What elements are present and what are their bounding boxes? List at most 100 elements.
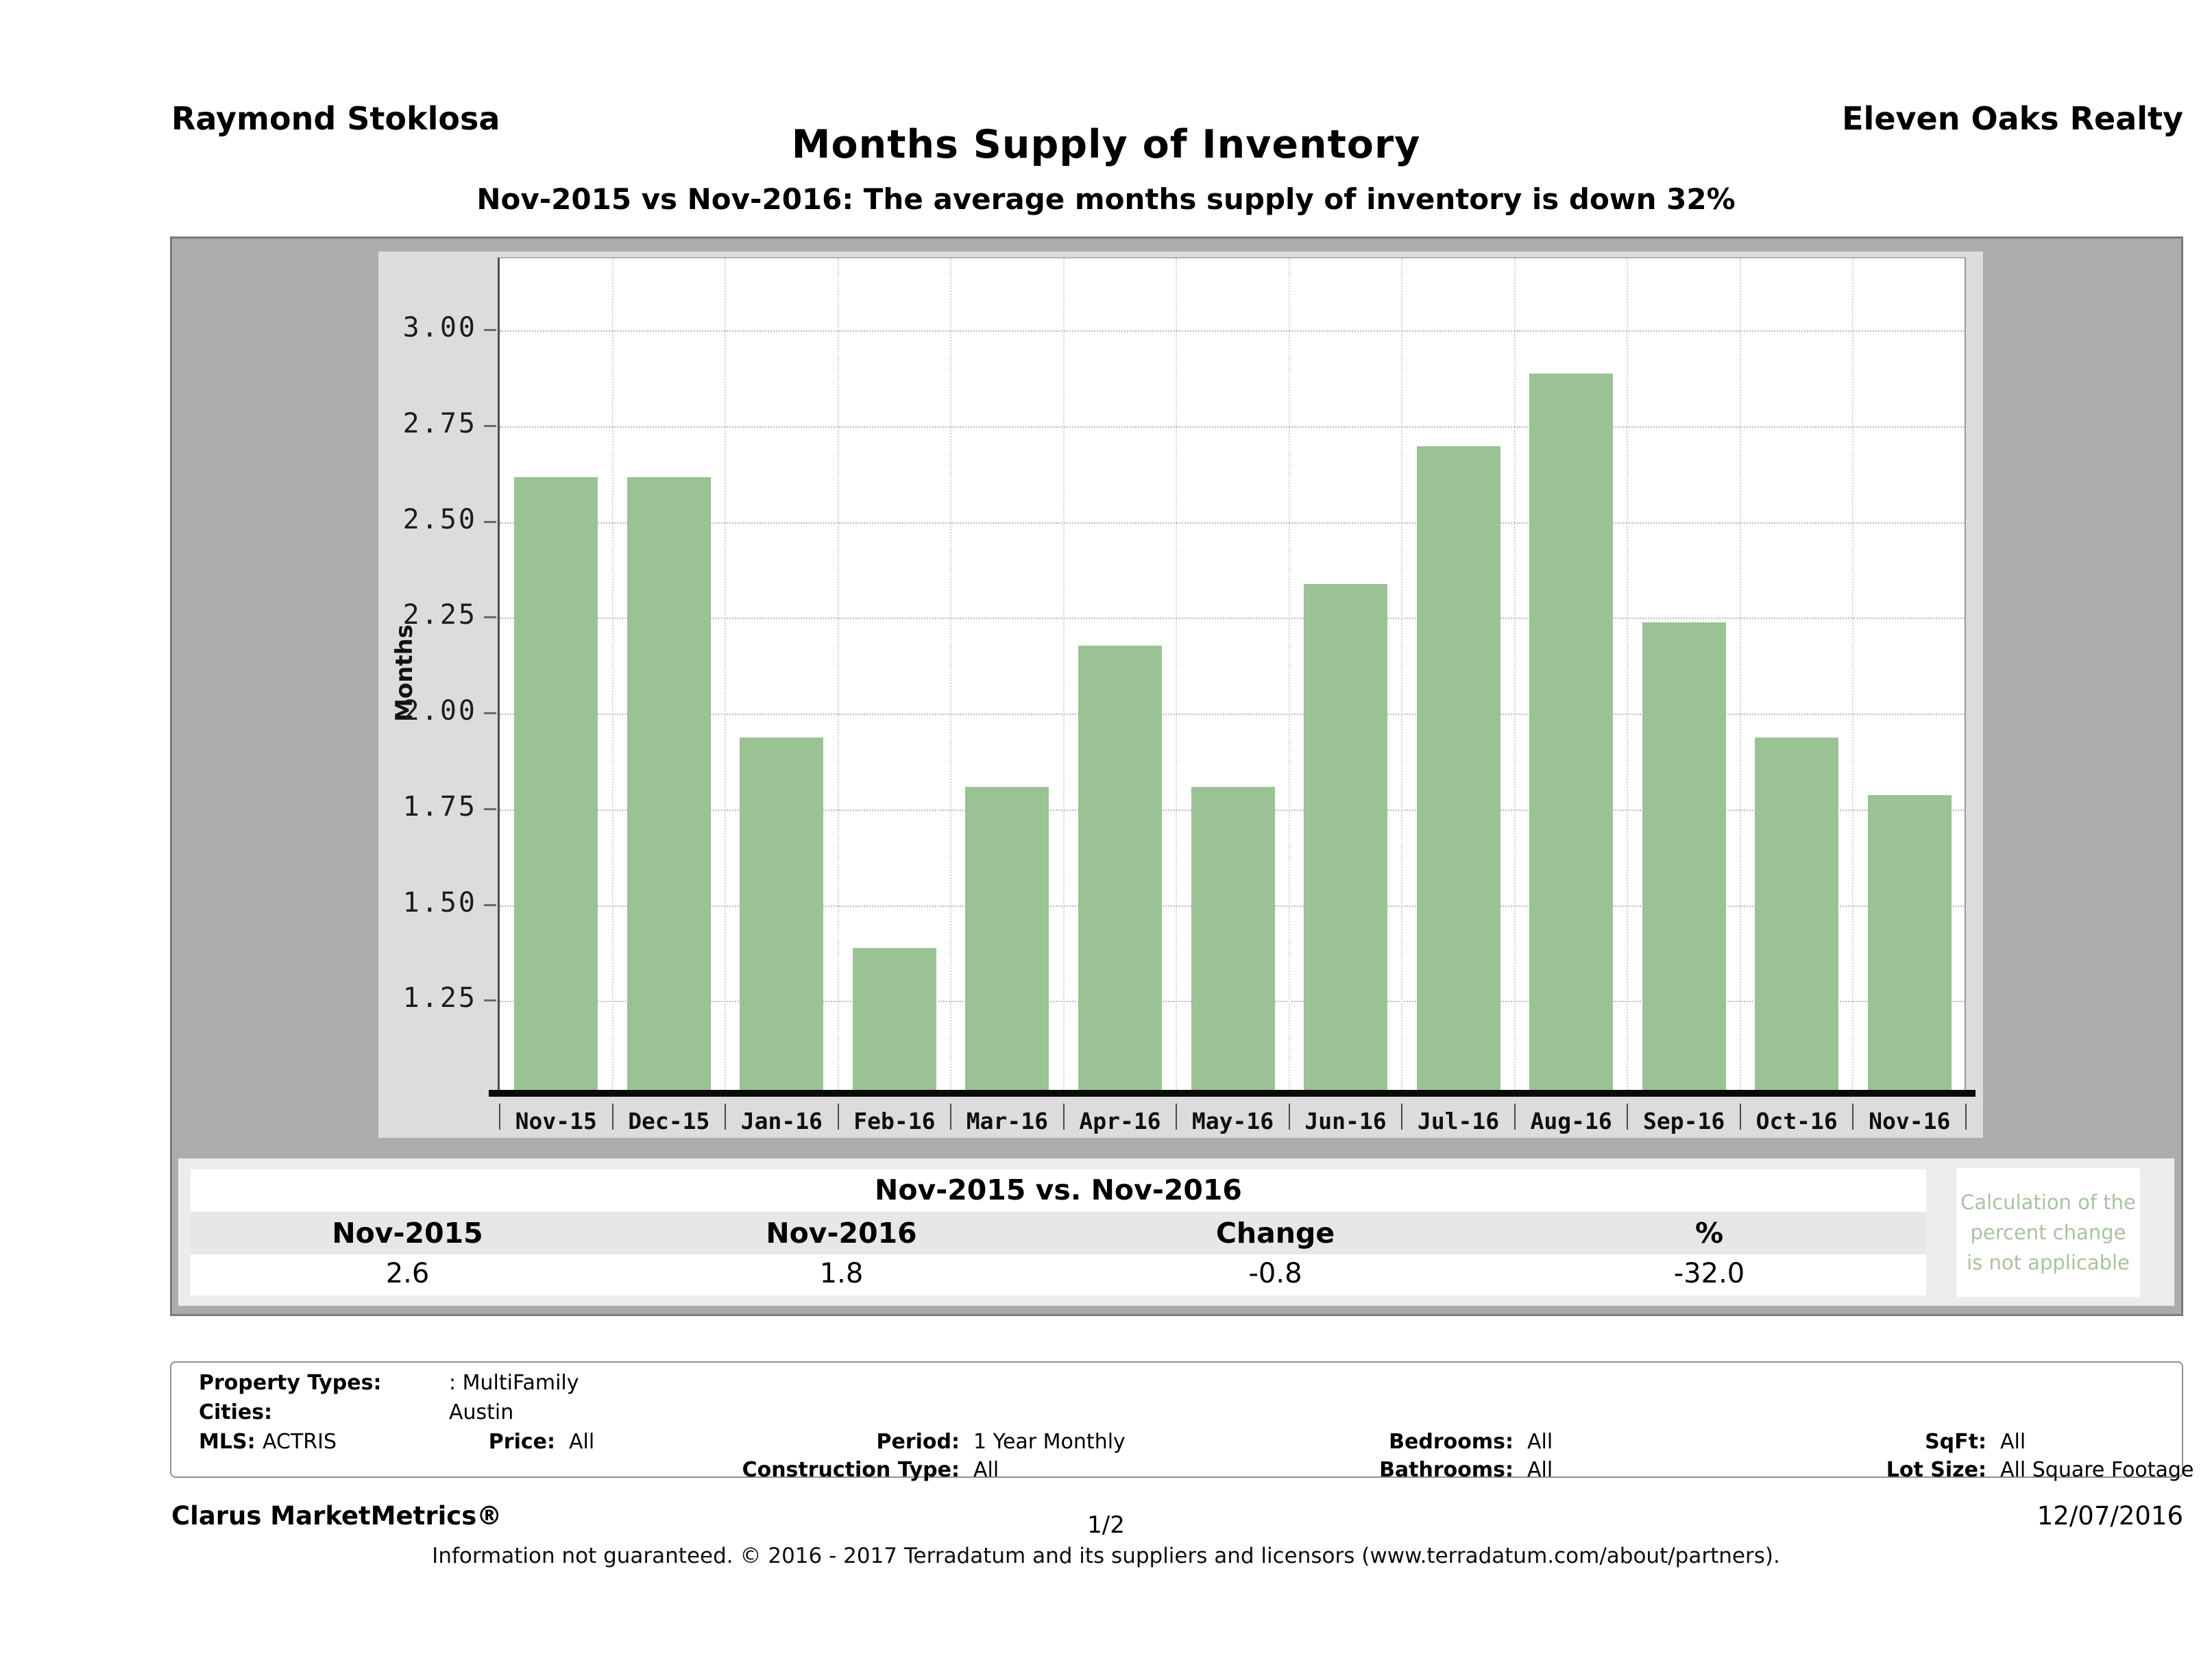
criteria-value: ACTRIS <box>263 1430 337 1454</box>
bar-Aug-16 <box>1529 373 1614 1090</box>
bar-Jan-16 <box>740 737 824 1090</box>
note-line: percent change <box>1970 1221 2126 1244</box>
x-tick-label: Jul-16 <box>1417 1108 1500 1134</box>
y-tick-mark <box>484 329 496 332</box>
criteria-label: SqFt: <box>1925 1430 1986 1454</box>
y-tick-label: 2.75 <box>402 407 477 439</box>
x-tick-label: Dec-15 <box>628 1108 710 1134</box>
note-line: Calculation of the <box>1960 1191 2136 1214</box>
x-tick-mark <box>1627 1104 1629 1130</box>
report-date: 12/07/2016 <box>2037 1501 2183 1531</box>
page-number: 1/2 <box>1087 1511 1125 1539</box>
bar-Jun-16 <box>1304 584 1388 1090</box>
page-title: Months Supply of Inventory <box>791 122 1421 167</box>
x-tick-label: Jan-16 <box>740 1108 823 1134</box>
comparison-value-row: 2.6 1.8 -0.8 -32.0 <box>191 1254 1926 1296</box>
gridline-v <box>1176 258 1178 1090</box>
bar-Nov-15 <box>514 476 598 1090</box>
x-tick-mark <box>1739 1104 1741 1130</box>
agent-name: Raymond Stoklosa <box>171 100 500 137</box>
criteria-label: Construction Type: <box>742 1458 960 1482</box>
bar-Mar-16 <box>965 787 1049 1090</box>
x-tick-label: Nov-16 <box>1869 1108 1951 1134</box>
gridline-v <box>1288 258 1290 1090</box>
disclaimer-text: Information not guaranteed. © 2016 - 201… <box>432 1544 1780 1568</box>
percent-change-note: Calculation of the percent change is not a… <box>1956 1168 2140 1297</box>
gridline-h <box>500 522 1965 524</box>
comparison-header-row: Nov-2015 Nov-2016 Change% <box>191 1212 1926 1254</box>
bar-May-16 <box>1191 787 1275 1090</box>
x-tick-mark <box>1176 1104 1178 1130</box>
x-axis-baseline <box>489 1090 1976 1097</box>
x-tick-label: Sep-16 <box>1643 1108 1725 1134</box>
y-tick-label: 2.50 <box>402 503 477 535</box>
x-tick-label: Oct-16 <box>1755 1108 1838 1134</box>
page-subtitle: Nov-2015 vs Nov-2016: The average months… <box>476 182 1736 216</box>
bar-Nov-16 <box>1867 794 1952 1090</box>
comparison-value: 2.6 <box>385 1258 430 1289</box>
gridline-v <box>950 258 952 1090</box>
gridline-h <box>500 330 1965 332</box>
gridline-h <box>500 618 1965 620</box>
x-tick-mark <box>1288 1104 1290 1130</box>
criteria-value: All <box>2000 1430 2026 1454</box>
y-tick-label: 2.00 <box>402 695 477 727</box>
comparison-table: Nov-2015 vs. Nov-2016 Nov-2015 Nov-2016 Ch… <box>191 1169 1926 1296</box>
gridline-v <box>611 258 613 1090</box>
x-tick-label: Mar-16 <box>966 1108 1049 1134</box>
gridline-h <box>500 426 1965 428</box>
x-tick-label: May-16 <box>1191 1108 1274 1134</box>
gridline-h <box>500 714 1965 716</box>
gridline-v <box>1062 258 1065 1090</box>
y-tick-mark <box>484 424 496 427</box>
gridline-v <box>1401 258 1403 1090</box>
chart-panel: Months 3.00 2.75 2.50 2.25 2.00 1.75 1.50 1.25 N… <box>378 252 1983 1138</box>
comparison-column-header: % <box>1694 1217 1724 1250</box>
criteria-value: 1 Year Monthly <box>973 1430 1126 1454</box>
gridline-v <box>1514 258 1516 1090</box>
criteria-label: Price: <box>488 1430 555 1454</box>
y-tick-mark <box>484 616 496 619</box>
bar-Feb-16 <box>852 948 936 1090</box>
chart-container: Months 3.00 2.75 2.50 2.25 2.00 1.75 1.50 1.25 N… <box>170 236 2183 1316</box>
y-tick-mark <box>484 520 496 523</box>
criteria-value: All <box>1527 1430 1553 1454</box>
y-tick-label: 1.75 <box>402 790 477 823</box>
comparison-value: -32.0 <box>1673 1258 1745 1289</box>
criteria-value: All <box>569 1430 595 1454</box>
note-line: is not applicable <box>1967 1251 2130 1274</box>
gridline-v <box>837 258 839 1090</box>
bar-Jul-16 <box>1416 446 1500 1090</box>
x-tick-mark <box>837 1104 839 1130</box>
x-tick-mark <box>499 1104 500 1130</box>
criteria-value: All Square Footage <box>2000 1458 2194 1482</box>
brand-name: Clarus MarketMetrics® <box>171 1501 502 1531</box>
criteria-label: Cities: <box>199 1400 273 1424</box>
gridline-v <box>725 258 727 1090</box>
x-tick-mark <box>725 1104 727 1130</box>
criteria-label: Period: <box>876 1430 960 1454</box>
gridline-v <box>1852 258 1854 1090</box>
x-tick-mark <box>1062 1104 1065 1130</box>
criteria-label: Bathrooms: <box>1379 1458 1514 1482</box>
comparison-value: -0.8 <box>1248 1258 1302 1289</box>
y-tick-mark <box>484 903 496 906</box>
company-name: Eleven Oaks Realty <box>1842 100 2183 137</box>
x-tick-label: Nov-15 <box>515 1108 597 1134</box>
y-tick-label: 1.25 <box>402 982 477 1014</box>
bar-Sep-16 <box>1642 622 1726 1090</box>
comparison-column-header: Nov-2015 <box>332 1217 483 1250</box>
criteria-label: Lot Size: <box>1886 1458 1986 1482</box>
y-tick-label: 1.50 <box>402 886 477 919</box>
x-tick-label: Apr-16 <box>1079 1108 1161 1134</box>
criteria-value: All <box>1527 1458 1553 1482</box>
comparison-column-header: Change <box>1215 1217 1335 1250</box>
bar-Oct-16 <box>1755 737 1839 1090</box>
x-tick-mark <box>1965 1104 1967 1130</box>
x-tick-mark <box>611 1104 613 1130</box>
x-tick-label: Jun-16 <box>1304 1108 1387 1134</box>
comparison-value: 1.8 <box>819 1258 864 1289</box>
x-tick-mark <box>1401 1104 1403 1130</box>
x-tick-mark <box>1514 1104 1516 1130</box>
criteria-panel: Property Types: : MultiFamily Cities: Au… <box>170 1361 2193 1482</box>
